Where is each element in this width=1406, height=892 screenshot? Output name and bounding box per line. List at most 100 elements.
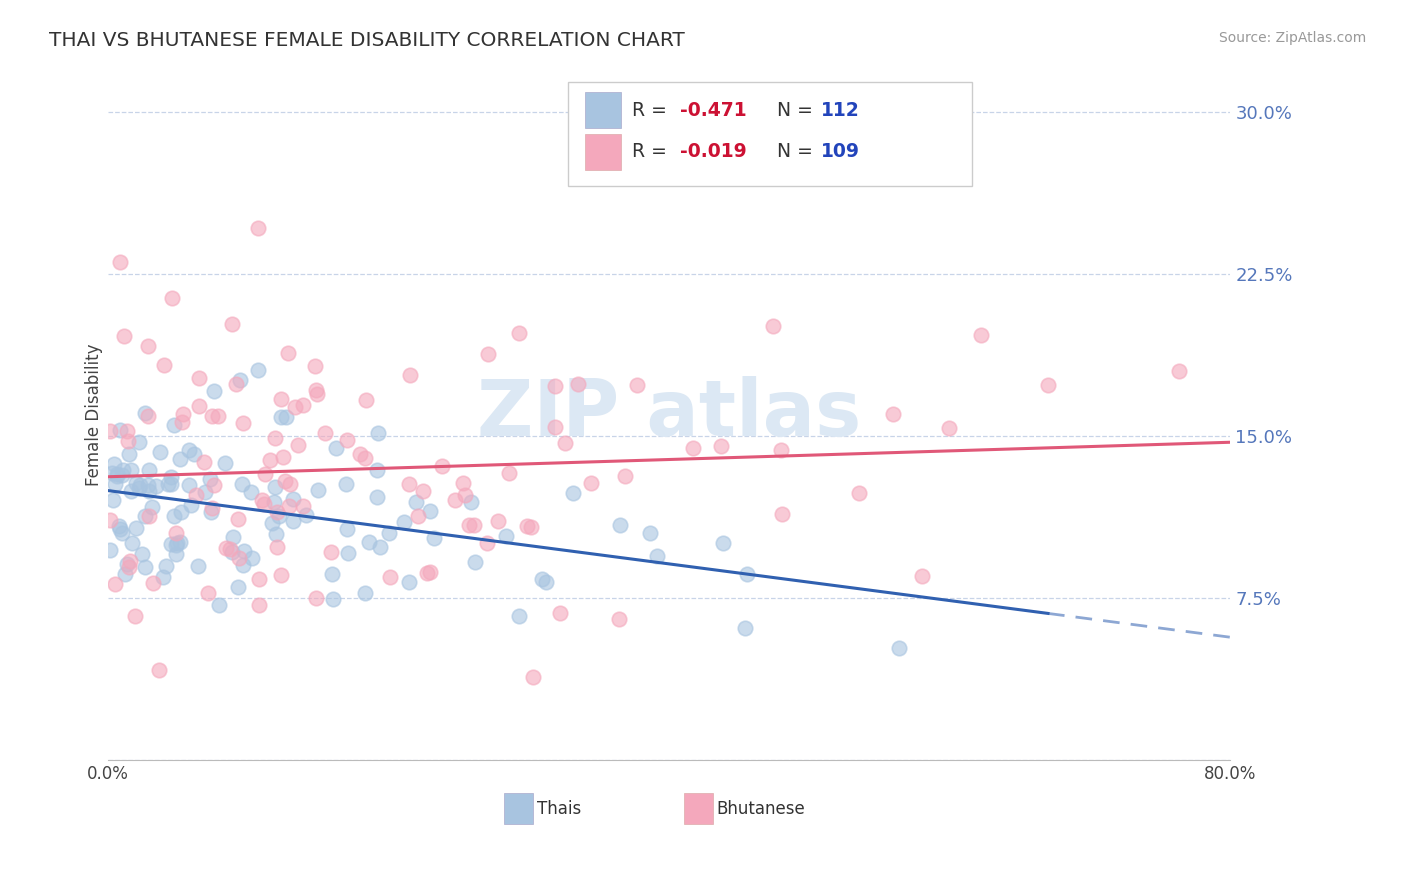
Point bbox=[281, 514, 304, 528]
Point bbox=[264, 431, 287, 445]
Point bbox=[184, 488, 207, 502]
Point bbox=[278, 477, 301, 491]
Point bbox=[153, 359, 176, 373]
Point bbox=[498, 466, 520, 480]
Point bbox=[398, 368, 420, 382]
Point bbox=[121, 536, 143, 550]
Point bbox=[938, 421, 960, 435]
Point bbox=[128, 435, 150, 450]
Point bbox=[187, 559, 209, 574]
Point bbox=[105, 467, 128, 481]
Point bbox=[464, 555, 486, 569]
Text: R =: R = bbox=[633, 101, 673, 120]
Point bbox=[187, 371, 209, 385]
Point bbox=[250, 492, 273, 507]
Point bbox=[246, 220, 269, 235]
Point bbox=[188, 399, 211, 413]
Point bbox=[101, 466, 124, 480]
Point bbox=[221, 318, 243, 332]
Point bbox=[1167, 364, 1189, 378]
Point bbox=[267, 509, 290, 524]
Point bbox=[98, 424, 121, 438]
Point bbox=[111, 463, 134, 477]
Point bbox=[544, 419, 567, 434]
Point bbox=[357, 535, 380, 549]
Point bbox=[202, 478, 225, 492]
Point bbox=[177, 478, 200, 492]
Point bbox=[322, 592, 344, 607]
Point bbox=[142, 576, 165, 591]
Point bbox=[911, 568, 934, 582]
Point bbox=[124, 608, 146, 623]
Point bbox=[247, 363, 270, 377]
Point bbox=[305, 591, 328, 605]
Point bbox=[882, 407, 904, 421]
Point bbox=[136, 409, 159, 423]
Point bbox=[283, 492, 305, 507]
Text: Thais: Thais bbox=[537, 800, 581, 818]
Point bbox=[463, 518, 485, 533]
Point bbox=[451, 475, 474, 490]
Point bbox=[567, 377, 589, 392]
Point bbox=[101, 493, 124, 508]
Point bbox=[110, 424, 132, 438]
Point bbox=[368, 540, 391, 554]
Point bbox=[354, 586, 377, 600]
Point bbox=[325, 441, 347, 455]
Point bbox=[626, 377, 648, 392]
Point bbox=[136, 339, 159, 353]
Point bbox=[114, 567, 136, 582]
Point bbox=[120, 463, 142, 477]
Text: ZIP atlas: ZIP atlas bbox=[477, 376, 862, 452]
Point bbox=[180, 498, 202, 512]
Point bbox=[562, 485, 585, 500]
Text: N =: N = bbox=[765, 142, 818, 161]
FancyBboxPatch shape bbox=[505, 794, 533, 824]
Point bbox=[117, 434, 139, 448]
Point bbox=[160, 469, 183, 483]
Point bbox=[165, 525, 187, 540]
Point bbox=[284, 400, 307, 414]
Point bbox=[408, 508, 430, 523]
Point bbox=[111, 525, 134, 540]
Point bbox=[145, 479, 167, 493]
Point bbox=[229, 374, 252, 388]
Point bbox=[183, 447, 205, 461]
Point bbox=[160, 477, 183, 491]
Point bbox=[202, 384, 225, 398]
Point bbox=[486, 514, 509, 528]
Point bbox=[207, 409, 229, 424]
Point bbox=[354, 451, 377, 466]
Text: R =: R = bbox=[633, 142, 673, 161]
Point bbox=[169, 451, 191, 466]
Point bbox=[128, 481, 150, 495]
Text: Source: ZipAtlas.com: Source: ZipAtlas.com bbox=[1219, 31, 1367, 45]
Point bbox=[231, 477, 253, 491]
Point bbox=[419, 504, 441, 518]
Point bbox=[367, 425, 389, 440]
Point bbox=[105, 468, 128, 483]
Point bbox=[278, 500, 301, 514]
FancyBboxPatch shape bbox=[568, 82, 972, 186]
Point bbox=[412, 483, 434, 498]
Point bbox=[271, 450, 294, 464]
Point bbox=[108, 255, 131, 269]
Point bbox=[124, 476, 146, 491]
Point bbox=[335, 477, 357, 491]
Point bbox=[232, 416, 254, 430]
Point bbox=[148, 663, 170, 677]
Point bbox=[214, 456, 236, 470]
Point bbox=[103, 457, 125, 471]
Point bbox=[887, 641, 910, 656]
Point bbox=[477, 536, 499, 550]
Point bbox=[226, 512, 249, 526]
Point bbox=[115, 557, 138, 571]
Point bbox=[134, 560, 156, 574]
Point bbox=[179, 443, 201, 458]
Point bbox=[405, 495, 427, 509]
Point bbox=[287, 437, 309, 451]
Point bbox=[138, 508, 160, 523]
Point bbox=[423, 532, 446, 546]
Point bbox=[159, 536, 181, 550]
Point bbox=[108, 522, 131, 536]
